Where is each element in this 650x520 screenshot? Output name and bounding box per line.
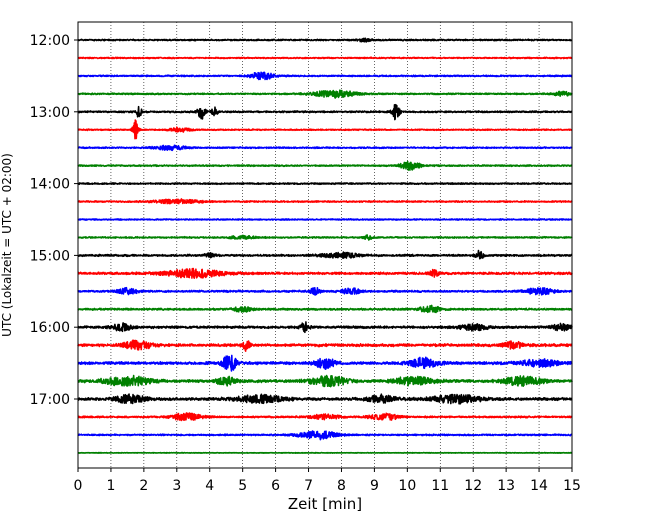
trace-line xyxy=(77,160,573,171)
trace-line xyxy=(77,339,573,352)
y-tick-label: 15:00 xyxy=(30,248,70,264)
y-axis-ticks: 12:00 13:00 14:00 15:00 16:00 17:00 xyxy=(30,33,78,408)
x-tick-label: 15 xyxy=(563,478,581,494)
trace-line xyxy=(77,267,573,279)
trace-line xyxy=(77,286,573,296)
trace-line xyxy=(77,218,573,221)
x-grid xyxy=(110,22,540,468)
x-tick-label: 1 xyxy=(106,478,115,494)
trace-line xyxy=(77,119,573,140)
x-tick-label: 2 xyxy=(139,478,148,494)
x-tick-label: 11 xyxy=(431,478,449,494)
x-tick-label: 12 xyxy=(464,478,482,494)
trace-line xyxy=(77,321,573,334)
plot-frame xyxy=(77,21,573,469)
trace-line xyxy=(77,430,573,441)
x-tick-label: 5 xyxy=(238,478,247,494)
y-tick-label: 14:00 xyxy=(30,177,70,193)
x-tick-label: 0 xyxy=(74,478,83,494)
trace-line xyxy=(77,354,573,372)
x-tick-label: 13 xyxy=(497,478,515,494)
trace-line xyxy=(77,304,573,314)
x-tick-label: 8 xyxy=(337,478,346,494)
seismic-traces xyxy=(77,37,573,454)
x-axis-ticks: 0 1 2 3 4 5 6 7 8 9 10 11 12 13 14 15 xyxy=(74,468,581,494)
x-tick-label: 9 xyxy=(370,478,379,494)
y-tick-label: 16:00 xyxy=(30,320,70,336)
trace-line xyxy=(77,144,573,152)
trace-line xyxy=(77,37,573,43)
trace-line xyxy=(77,198,573,205)
y-tick-label: 17:00 xyxy=(30,392,70,408)
trace-line xyxy=(77,249,573,260)
x-tick-label: 4 xyxy=(205,478,214,494)
trace-line xyxy=(77,71,573,81)
x-axis-label: Zeit [min] xyxy=(288,495,362,513)
x-tick-label: 10 xyxy=(398,478,416,494)
x-tick-label: 7 xyxy=(304,478,313,494)
trace-line xyxy=(77,182,573,186)
trace-line xyxy=(77,234,573,241)
trace-line xyxy=(77,451,573,454)
trace-line xyxy=(77,393,573,405)
trace-line xyxy=(77,374,573,388)
trace-line xyxy=(77,412,573,422)
trace-line xyxy=(77,103,573,121)
trace-line xyxy=(77,89,573,99)
x-tick-label: 3 xyxy=(172,478,181,494)
x-tick-label: 6 xyxy=(271,478,280,494)
y-axis-label: UTC (Lokalzeit = UTC + 02:00) xyxy=(0,153,14,337)
y-tick-label: 13:00 xyxy=(30,105,70,121)
plot-background xyxy=(78,22,572,468)
y-tick-label: 12:00 xyxy=(30,33,70,49)
trace-line xyxy=(77,56,573,60)
x-tick-label: 14 xyxy=(530,478,548,494)
